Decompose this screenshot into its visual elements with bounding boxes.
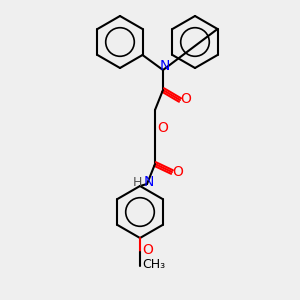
Text: O: O [172,165,183,179]
Text: CH₃: CH₃ [142,257,166,271]
Text: O: O [142,243,153,257]
Text: O: O [158,121,168,135]
Text: O: O [181,92,191,106]
Text: H: H [132,176,142,188]
Text: N: N [144,175,154,189]
Text: N: N [160,59,170,73]
